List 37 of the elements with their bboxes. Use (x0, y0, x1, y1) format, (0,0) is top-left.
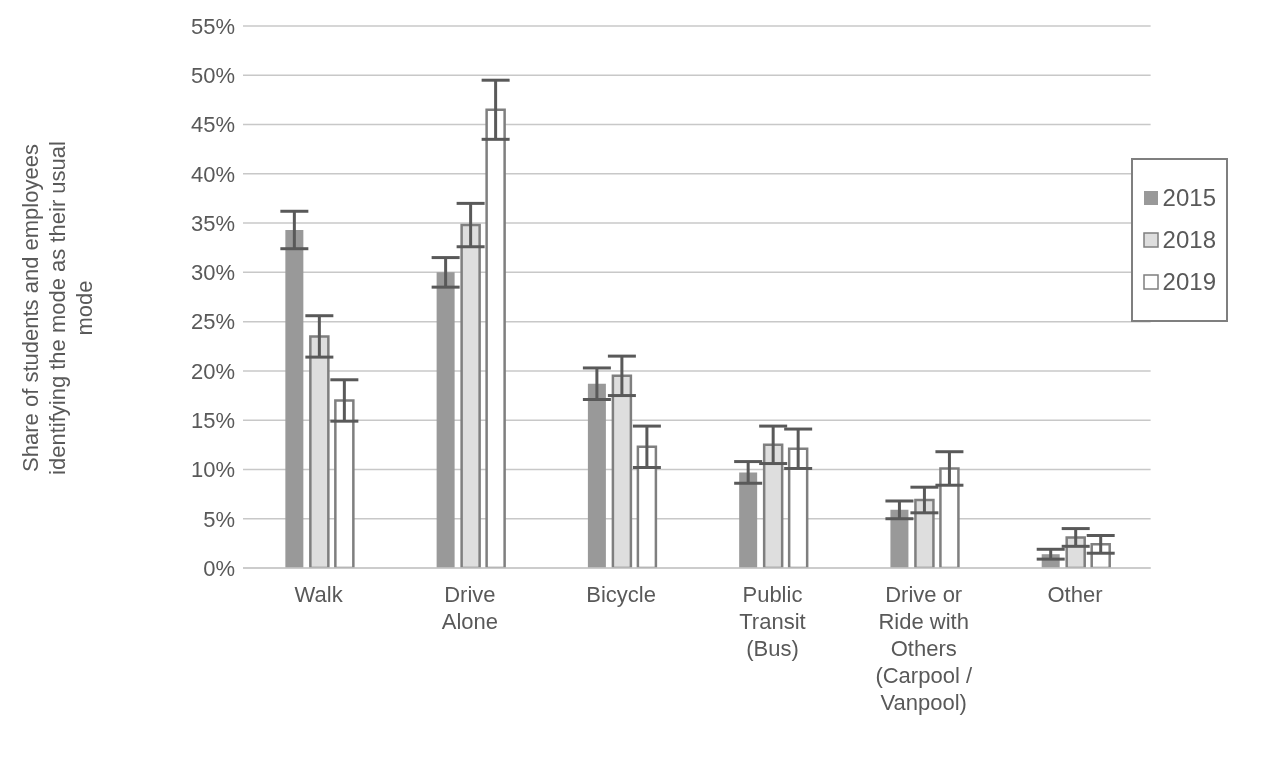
y-tick-label: 10% (190, 457, 235, 483)
x-tick-label: Drive Alone (441, 582, 499, 634)
y-tick-label: 15% (190, 407, 235, 433)
y-tick-label: 20% (190, 358, 235, 384)
bar (285, 229, 304, 568)
bar (914, 498, 935, 568)
y-tick-label: 40% (190, 161, 235, 187)
bar (939, 467, 960, 568)
x-tick-label: Bicycle (586, 582, 657, 607)
y-axis-title: Share of students and employees identifying the mode as their usual mode (18, 141, 97, 475)
legend-label: 2019 (1162, 268, 1216, 296)
legend-label: 2015 (1162, 184, 1216, 212)
legend-label: 2018 (1162, 226, 1216, 254)
y-tick-label: 5% (203, 506, 235, 532)
y-tick-label: 30% (190, 260, 235, 286)
y-tick-label: 0% (203, 555, 235, 581)
y-tick-label: 50% (190, 63, 235, 89)
y-tick-label: 55% (190, 13, 235, 39)
bar (587, 383, 606, 568)
bar (636, 445, 658, 568)
x-tick-label: Public Transit (Bus) (739, 582, 806, 661)
x-tick-label: Other (1047, 582, 1103, 607)
bar (485, 108, 506, 568)
bar (436, 272, 455, 568)
x-tick-label: Walk (294, 582, 344, 607)
bar (611, 374, 633, 568)
bar (334, 399, 355, 568)
bar (762, 443, 784, 568)
y-tick-label: 45% (190, 112, 235, 138)
bar (309, 335, 330, 568)
bar (787, 447, 809, 568)
x-tick-label: Drive or Ride with Others (Carpool / Vanpool) (875, 582, 973, 715)
bar (890, 509, 909, 568)
bar (460, 223, 481, 568)
y-tick-label: 25% (190, 309, 235, 335)
y-tick-label: 35% (190, 210, 235, 236)
bar (739, 472, 758, 568)
